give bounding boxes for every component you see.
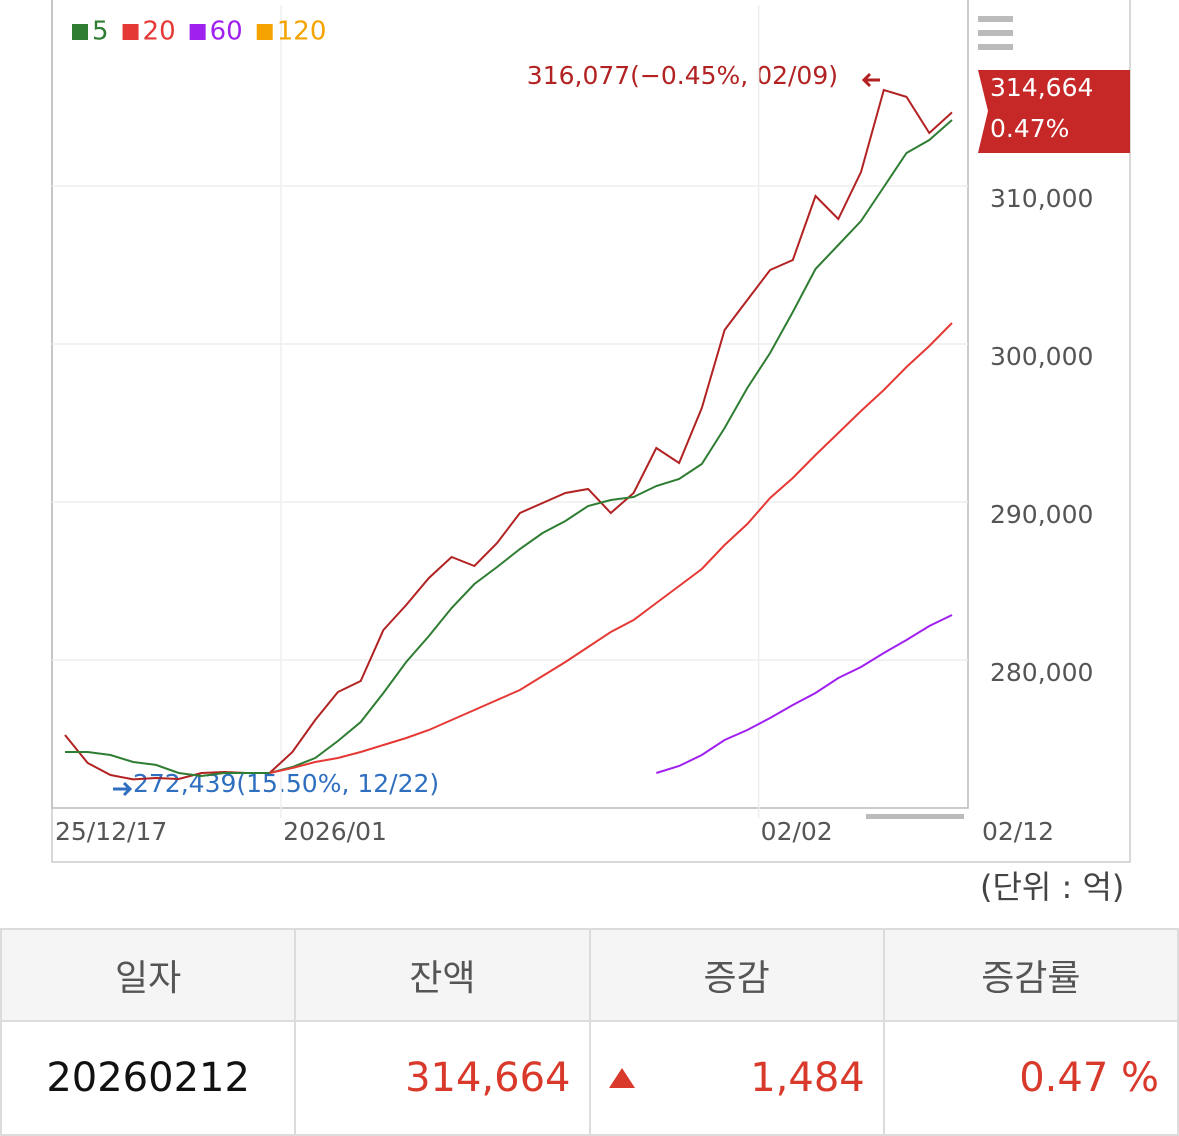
x-tick-label: 2026/01 <box>283 817 387 846</box>
legend-label: 5 <box>92 17 109 47</box>
y-tick-label: 310,000 <box>990 184 1093 213</box>
last-value-box <box>978 70 1130 153</box>
legend-swatch <box>72 24 88 40</box>
y-tick-label: 280,000 <box>990 658 1093 687</box>
table-header: 증감률 <box>882 928 1179 1022</box>
unit-label: (단위 : 억) <box>980 868 1125 906</box>
y-tick-label: 290,000 <box>990 500 1093 529</box>
legend-label: 60 <box>210 17 243 47</box>
legend-swatch <box>122 24 139 40</box>
y-tick-label: 300,000 <box>990 342 1093 371</box>
data-table: 일자 잔액 증감 증감률 20260212 314,664 1,484 0.47… <box>0 928 1179 1136</box>
max-arrow <box>861 72 880 88</box>
scrollbar[interactable] <box>866 814 964 819</box>
table-header: 일자 <box>0 928 297 1022</box>
table-cell-wrap: 1,484 <box>588 1020 885 1136</box>
table-header: 증감 <box>588 928 885 1022</box>
x-tick-label: 25/12/17 <box>55 817 167 846</box>
legend-swatch <box>189 24 206 40</box>
legend-swatch <box>256 24 273 40</box>
table-header: 잔액 <box>294 928 591 1022</box>
series-line <box>65 119 953 778</box>
menu-icon[interactable] <box>978 16 1013 50</box>
table-cell: 0.47 % <box>882 1020 1179 1136</box>
last-change: 0.47% <box>990 114 1069 143</box>
up-icon <box>608 1068 635 1088</box>
series-line <box>269 322 953 774</box>
last-value: 314,664 <box>990 73 1093 102</box>
plot-frame <box>51 0 969 809</box>
max-annotation: 316,077(−0.45%, 02/09) <box>527 61 838 90</box>
table-cell: 20260212 <box>0 1020 297 1136</box>
series-line <box>656 614 953 774</box>
x-tick-label: 02/02 <box>761 817 833 846</box>
x-tick-label: 02/12 <box>982 817 1054 846</box>
legend-label: 120 <box>277 17 327 47</box>
legend-label: 20 <box>143 17 176 47</box>
table-cell: 314,664 <box>294 1020 591 1136</box>
chart: 314,664 0.47% 316,077(−0.45%, 02/09) 272… <box>51 0 1131 863</box>
table-cell: 1,484 <box>750 1055 865 1101</box>
min-arrow <box>113 781 133 797</box>
series-line <box>64 88 953 781</box>
